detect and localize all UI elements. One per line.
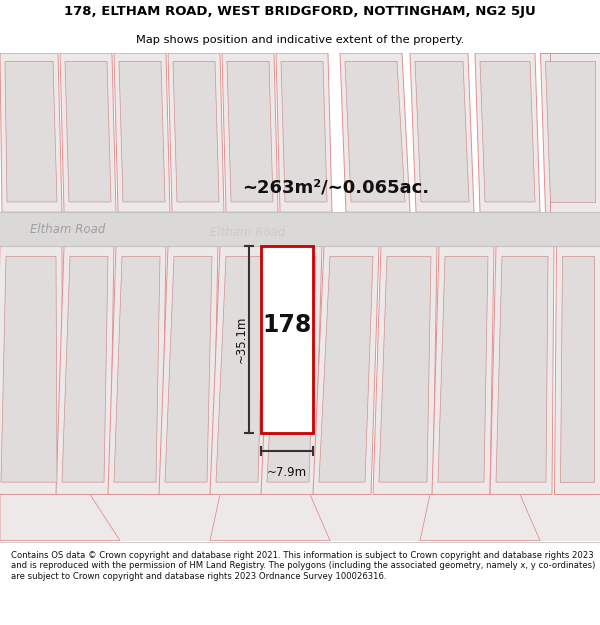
Text: Contains OS data © Crown copyright and database right 2021. This information is : Contains OS data © Crown copyright and d… [11, 551, 595, 581]
Polygon shape [216, 256, 264, 482]
Polygon shape [114, 256, 160, 482]
Text: ~35.1m: ~35.1m [235, 316, 248, 363]
Polygon shape [5, 61, 57, 202]
Polygon shape [410, 53, 474, 212]
Polygon shape [173, 61, 219, 202]
Polygon shape [420, 494, 540, 541]
Polygon shape [119, 61, 165, 202]
Polygon shape [210, 246, 270, 494]
Polygon shape [281, 61, 327, 202]
Polygon shape [165, 256, 212, 482]
Text: ~7.9m: ~7.9m [267, 466, 307, 479]
Polygon shape [313, 246, 379, 494]
Polygon shape [222, 53, 278, 212]
Polygon shape [490, 246, 554, 494]
Polygon shape [0, 246, 63, 494]
Polygon shape [373, 246, 437, 494]
Polygon shape [65, 61, 111, 202]
Text: 178: 178 [262, 312, 311, 336]
Polygon shape [550, 53, 600, 212]
Polygon shape [560, 256, 594, 482]
Polygon shape [379, 256, 431, 482]
Text: 178, ELTHAM ROAD, WEST BRIDGFORD, NOTTINGHAM, NG2 5JU: 178, ELTHAM ROAD, WEST BRIDGFORD, NOTTIN… [64, 5, 536, 18]
Text: Map shows position and indicative extent of the property.: Map shows position and indicative extent… [136, 35, 464, 45]
Polygon shape [475, 53, 540, 212]
Bar [261, 246, 313, 433]
Polygon shape [415, 61, 469, 202]
Polygon shape [432, 246, 494, 494]
Polygon shape [319, 256, 373, 482]
Polygon shape [540, 53, 600, 212]
Polygon shape [276, 53, 332, 212]
Polygon shape [0, 53, 62, 212]
Polygon shape [210, 494, 330, 541]
Polygon shape [1, 256, 57, 482]
Polygon shape [227, 61, 273, 202]
Polygon shape [340, 53, 410, 212]
Text: Eltham Road: Eltham Road [210, 226, 286, 239]
Polygon shape [545, 61, 595, 202]
Text: Eltham Road: Eltham Road [30, 222, 106, 236]
Polygon shape [108, 246, 166, 494]
Polygon shape [0, 494, 120, 541]
Polygon shape [496, 256, 548, 482]
Polygon shape [114, 53, 170, 212]
Polygon shape [261, 246, 322, 494]
Polygon shape [60, 53, 116, 212]
Bar [0, 494, 600, 541]
Polygon shape [56, 246, 114, 494]
Polygon shape [345, 61, 405, 202]
Polygon shape [267, 256, 316, 482]
Polygon shape [168, 53, 224, 212]
Polygon shape [554, 246, 600, 494]
Bar [0, 213, 600, 246]
Polygon shape [438, 256, 488, 482]
Polygon shape [480, 61, 535, 202]
Polygon shape [159, 246, 218, 494]
Polygon shape [62, 256, 108, 482]
Text: ~263m²/~0.065ac.: ~263m²/~0.065ac. [242, 179, 430, 197]
